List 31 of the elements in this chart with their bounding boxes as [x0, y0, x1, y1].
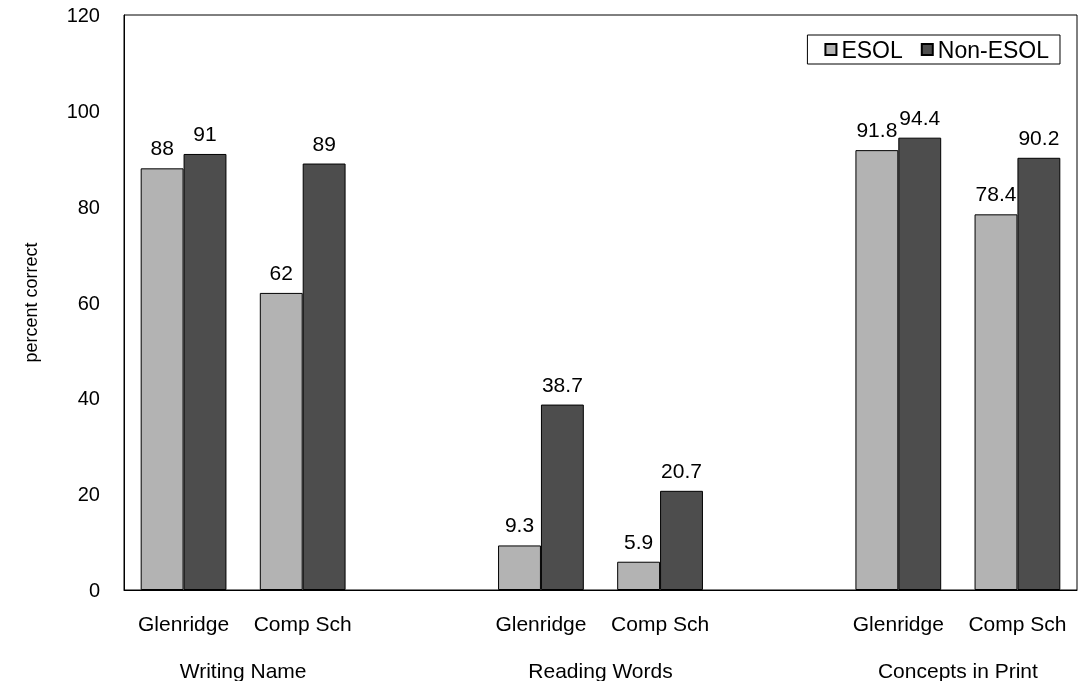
data-label: 90.2: [1018, 125, 1060, 149]
y-tick-label: 60: [77, 291, 100, 314]
y-tick-label: 0: [88, 579, 100, 601]
y-axis-title: percent correct: [21, 242, 41, 363]
data-label: 20.7: [661, 458, 702, 482]
x-tick-label: Comp Sch: [968, 612, 1067, 635]
y-tick-label: 100: [66, 99, 100, 122]
y-tick-label: 120: [66, 4, 100, 26]
text: Reading Words: [528, 658, 673, 681]
text: Concepts in Print: [877, 658, 1038, 681]
data-label: 91: [193, 121, 217, 145]
data-label: 88: [150, 136, 174, 160]
x-tick-label: Glenridge: [138, 612, 230, 635]
text: Writing Name: [179, 658, 307, 681]
y-tick-label: 40: [77, 387, 100, 410]
data-label: 91.8: [856, 118, 898, 142]
data-label: 62: [269, 260, 293, 284]
x-tick-label: Glenridge: [495, 612, 587, 635]
x-tick-label: Glenridge: [852, 612, 944, 635]
legend-label: ESOL: [841, 36, 903, 63]
x-tick-label: Comp Sch: [611, 612, 710, 635]
data-label: 89: [312, 131, 336, 155]
data-label: 38.7: [541, 372, 583, 396]
y-tick-label: 80: [77, 195, 100, 218]
x-tick-label: Comp Sch: [253, 612, 352, 635]
data-label: 94.4: [899, 105, 941, 129]
data-label: 5.9: [624, 529, 654, 553]
y-tick-label: 20: [77, 483, 100, 506]
legend-label: Non-ESOL: [937, 36, 1050, 63]
data-label: 78.4: [975, 182, 1017, 206]
data-label: 9.3: [504, 513, 535, 537]
